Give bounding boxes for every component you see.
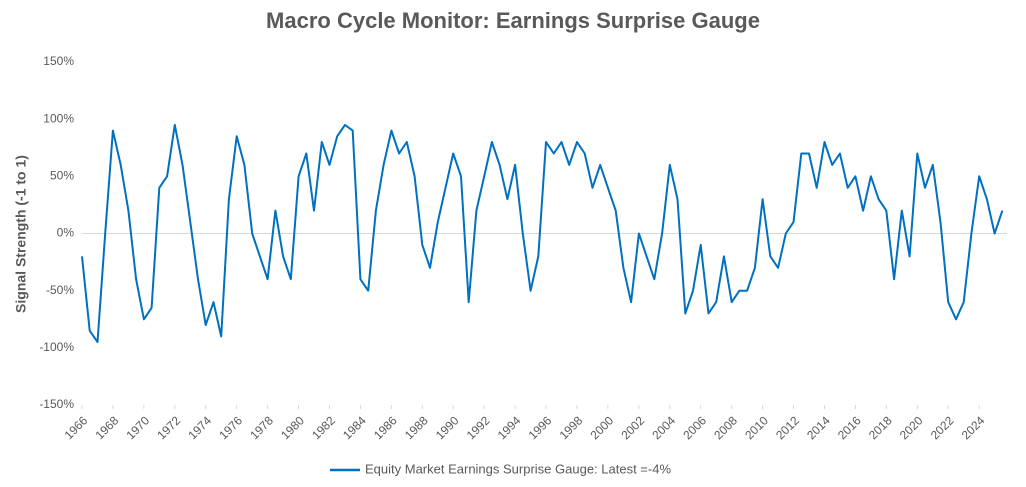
- x-tick-label: 2022: [928, 413, 957, 442]
- x-tick-label: 2006: [680, 413, 709, 442]
- x-tick-label: 1990: [433, 413, 462, 442]
- x-tick-label: 1966: [62, 413, 91, 442]
- x-tick-label: 2002: [618, 413, 647, 442]
- x-tick-label: 1992: [464, 413, 493, 442]
- x-tick-label: 1998: [557, 413, 586, 442]
- x-tick-label: 1982: [309, 413, 338, 442]
- x-tick-label: 1980: [278, 413, 307, 442]
- x-tick-label: 1984: [340, 413, 369, 442]
- y-tick-label: 0%: [57, 226, 75, 240]
- x-tick-label: 2012: [773, 413, 802, 442]
- y-tick-label: 150%: [43, 54, 74, 68]
- y-tick-label: -100%: [39, 340, 74, 354]
- y-axis-label: Signal Strength (-1 to 1): [13, 155, 29, 313]
- y-tick-label: 50%: [50, 169, 74, 183]
- x-tick-label: 1972: [154, 413, 183, 442]
- x-tick-label: 2018: [866, 413, 895, 442]
- x-tick-label: 2000: [588, 413, 617, 442]
- x-tick-label: 1968: [93, 413, 122, 442]
- x-tick-label: 1978: [247, 413, 276, 442]
- x-tick-label: 2004: [649, 413, 678, 442]
- x-tick-label: 1976: [216, 413, 245, 442]
- x-tick-label: 1986: [371, 413, 400, 442]
- y-tick-label: 100%: [43, 111, 74, 125]
- x-tick-label: 2010: [742, 413, 771, 442]
- x-tick-label: 1994: [495, 413, 524, 442]
- y-tick-label: -150%: [39, 397, 74, 411]
- y-tick-label: -50%: [46, 283, 74, 297]
- x-tick-label: 2014: [804, 413, 833, 442]
- x-tick-label: 1988: [402, 413, 431, 442]
- x-tick-label: 1974: [185, 413, 214, 442]
- x-tick-label: 2016: [835, 413, 864, 442]
- x-tick-label: 2008: [711, 413, 740, 442]
- x-tick-label: 2020: [897, 413, 926, 442]
- chart-title: Macro Cycle Monitor: Earnings Surprise G…: [266, 8, 760, 33]
- x-tick-label: 1996: [526, 413, 555, 442]
- x-tick-label: 2024: [959, 413, 988, 442]
- x-tick-label: 1970: [123, 413, 152, 442]
- data-line: [81, 123, 1004, 344]
- legend-label: Equity Market Earnings Surprise Gauge: L…: [365, 461, 671, 476]
